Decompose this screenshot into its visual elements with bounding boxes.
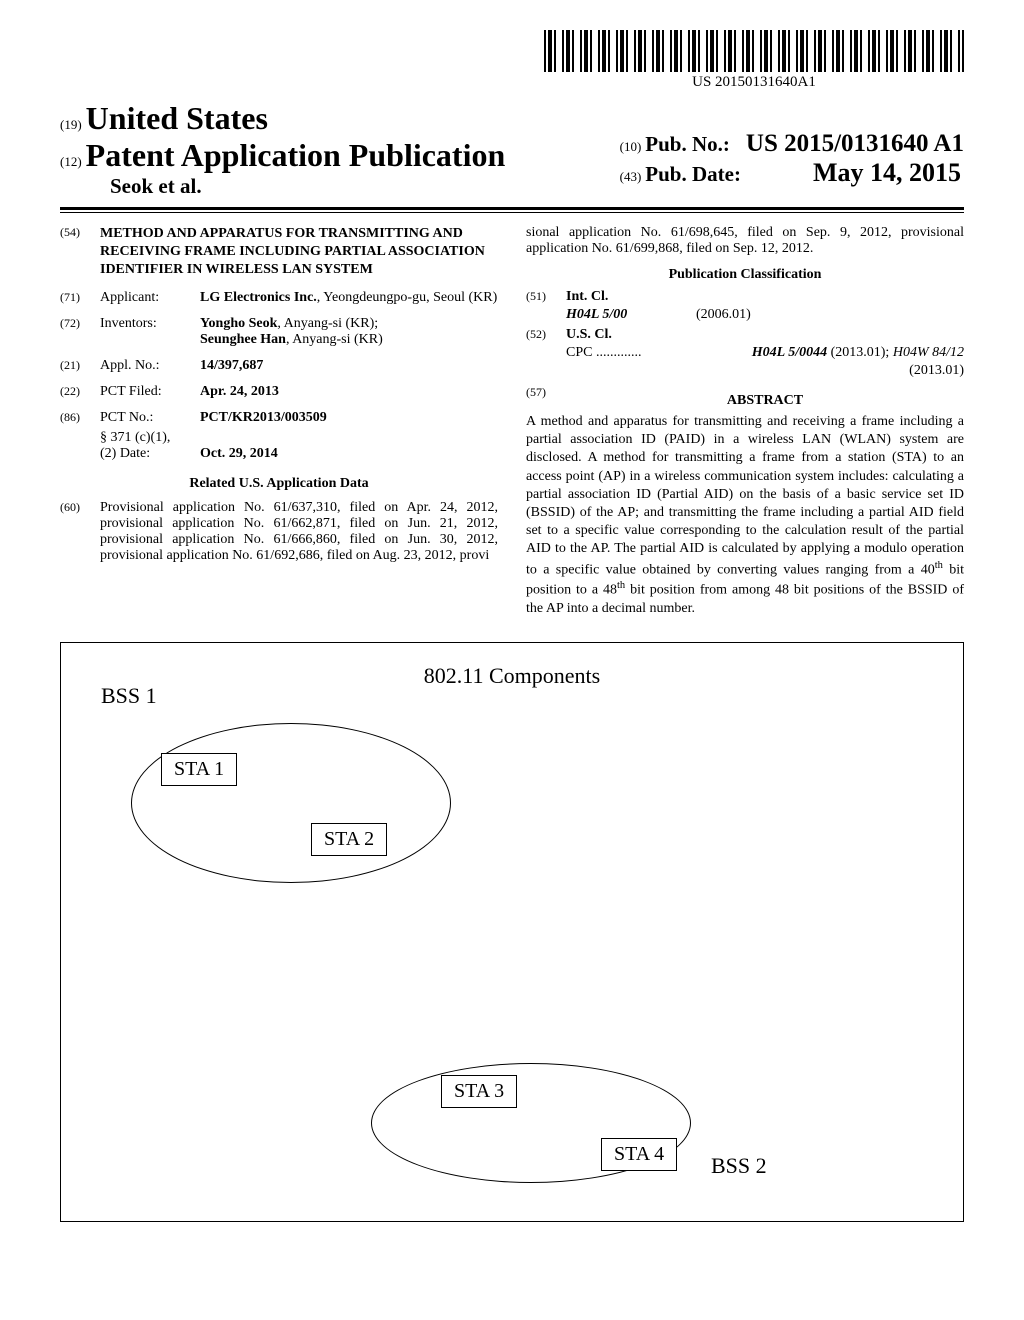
section-21: (21) Appl. No.: 14/397,687 [60, 358, 498, 374]
section-60-cont: sional application No. 61/698,645, filed… [526, 225, 964, 257]
section-22-value: Apr. 24, 2013 [200, 384, 498, 400]
section-86-value: PCT/KR2013/003509 [200, 410, 498, 426]
cpc-prefix: CPC ............. [566, 345, 641, 361]
section-71-num: (71) [60, 290, 100, 306]
inventor2-suffix: , Anyang-si (KR) [286, 332, 383, 347]
sta3-box: STA 3 [441, 1075, 517, 1108]
inventor2-name: Seunghee Han [200, 332, 286, 347]
bss2-label: BSS 2 [711, 1153, 767, 1179]
pub-type: Patent Application Publication [86, 137, 506, 173]
section-57-num: (57) [526, 385, 566, 413]
section-86: (86) PCT No.: PCT/KR2013/003509 [60, 410, 498, 426]
pub-right: (10) Pub. No.: US 2015/0131640 A1 (43) P… [620, 130, 964, 188]
section-52: (52) U.S. Cl. [526, 327, 964, 343]
sta2-box: STA 2 [311, 823, 387, 856]
section-86-label: PCT No.: [100, 410, 200, 426]
section-52-label: U.S. Cl. [566, 327, 612, 343]
section-51-label: Int. Cl. [566, 289, 608, 305]
col-right: sional application No. 61/698,645, filed… [526, 225, 964, 618]
section-51-num: (51) [526, 289, 566, 305]
abstract-header: ABSTRACT [566, 393, 964, 409]
section-60-text: Provisional application No. 61/637,310, … [100, 500, 498, 564]
related-header: Related U.S. Application Data [60, 476, 498, 492]
intcl-year: (2006.01) [696, 307, 751, 323]
section-86-sub1: § 371 (c)(1), [100, 430, 200, 446]
inventor1-name: Yongho Seok [200, 316, 277, 331]
section-71: (71) Applicant: LG Electronics Inc., Yeo… [60, 290, 498, 306]
section-51: (51) Int. Cl. [526, 289, 964, 305]
section-54: (54) METHOD AND APPARATUS FOR TRANSMITTI… [60, 225, 498, 280]
pubdate-prefix: (43) [620, 169, 642, 184]
abstract-text: A method and apparatus for transmitting … [526, 413, 964, 618]
applicant-suffix: , Yeongdeungpo-gu, Seoul (KR) [317, 290, 497, 305]
barcode-area: US 20150131640A1 [544, 30, 964, 91]
section-71-label: Applicant: [100, 290, 200, 306]
barcode [544, 30, 964, 72]
section-21-num: (21) [60, 358, 100, 374]
barcode-text: US 20150131640A1 [544, 74, 964, 91]
body-columns: (54) METHOD AND APPARATUS FOR TRANSMITTI… [60, 225, 964, 618]
section-52-cpc: CPC ............. H04L 5/0044 (2013.01);… [526, 345, 964, 361]
cpc-year2: (2013.01) [526, 363, 964, 379]
sta4-box: STA 4 [601, 1138, 677, 1171]
section-21-label: Appl. No.: [100, 358, 200, 374]
divider-heavy [60, 207, 964, 210]
section-22-label: PCT Filed: [100, 384, 200, 400]
cpc-code1: H04L 5/0044 [752, 345, 827, 360]
pubdate-value: May 14, 2015 [813, 158, 961, 187]
pubno-prefix: (10) [620, 139, 642, 154]
figure: 802.11 Components BSS 1 STA 1 STA 2 STA … [60, 642, 964, 1222]
section-54-title: METHOD AND APPARATUS FOR TRANSMITTING AN… [100, 225, 498, 280]
section-86-num: (86) [60, 410, 100, 426]
section-71-value: LG Electronics Inc., Yeongdeungpo-gu, Se… [200, 290, 498, 306]
bss1-label: BSS 1 [101, 683, 157, 709]
abstract-sup1: th [935, 560, 943, 571]
intcl-code: H04L 5/00 [566, 307, 696, 323]
country: United States [86, 100, 268, 136]
pub-class-header: Publication Classification [526, 267, 964, 283]
sta1-box: STA 1 [161, 753, 237, 786]
section-22: (22) PCT Filed: Apr. 24, 2013 [60, 384, 498, 400]
section-72: (72) Inventors: Yongho Seok, Anyang-si (… [60, 316, 498, 348]
section-86-sub2: (2) Date: Oct. 29, 2014 [60, 446, 498, 462]
country-prefix: (19) [60, 117, 82, 132]
section-21-value: 14/397,687 [200, 358, 498, 374]
section-72-label: Inventors: [100, 316, 200, 348]
figure-title: 802.11 Components [81, 663, 943, 689]
section-51-code: H04L 5/00 (2006.01) [526, 307, 964, 323]
pubno-value: US 2015/0131640 A1 [746, 130, 964, 157]
ellipse-bss1 [131, 723, 451, 883]
cpc-code2: H04W 84/12 [893, 345, 964, 360]
section-86-sub: § 371 (c)(1), [60, 430, 498, 446]
pubdate-label: Pub. Date: [645, 162, 741, 186]
abstract-t1: A method and apparatus for transmitting … [526, 414, 964, 577]
abstract-sup2: th [617, 580, 625, 591]
cpc-year1: (2013.01); [831, 345, 890, 360]
section-86-sub2-value: Oct. 29, 2014 [200, 446, 498, 462]
section-72-value: Yongho Seok, Anyang-si (KR); Seunghee Ha… [200, 316, 498, 348]
section-72-num: (72) [60, 316, 100, 348]
col-left: (54) METHOD AND APPARATUS FOR TRANSMITTI… [60, 225, 498, 618]
divider-light [60, 212, 964, 213]
inventor1-suffix: , Anyang-si (KR); [277, 316, 378, 331]
pubno-label: Pub. No.: [645, 132, 730, 156]
section-60: (60) Provisional application No. 61/637,… [60, 500, 498, 564]
section-86-sub2-label: (2) Date: [100, 446, 200, 462]
section-22-num: (22) [60, 384, 100, 400]
section-54-num: (54) [60, 225, 100, 280]
section-60-num: (60) [60, 500, 100, 564]
applicant-name: LG Electronics Inc. [200, 290, 317, 305]
section-52-num: (52) [526, 327, 566, 343]
pub-prefix: (12) [60, 154, 82, 169]
